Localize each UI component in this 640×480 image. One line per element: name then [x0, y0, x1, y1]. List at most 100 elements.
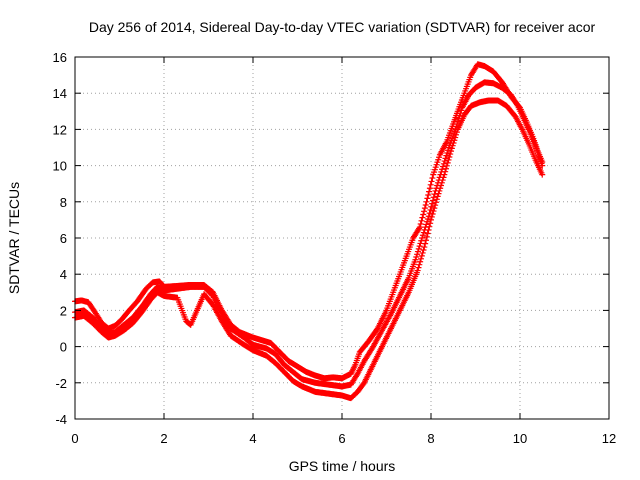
- data-point: [415, 264, 422, 271]
- data-point: [429, 211, 436, 218]
- data-point: [450, 139, 457, 146]
- data-point: [443, 152, 450, 159]
- y-tick-label: 2: [60, 303, 67, 318]
- data-point: [430, 208, 437, 215]
- data-point: [416, 243, 423, 250]
- data-point: [424, 230, 431, 237]
- data-point: [429, 200, 436, 207]
- data-point: [436, 187, 443, 194]
- data-point: [452, 134, 459, 141]
- data-point: [427, 220, 434, 227]
- data-point: [424, 218, 431, 225]
- data-point: [422, 201, 429, 208]
- data-point: [451, 137, 458, 144]
- data-point: [421, 244, 428, 251]
- data-point: [444, 147, 451, 154]
- y-tick-label: 12: [53, 122, 67, 137]
- data-point: [439, 177, 446, 184]
- data-point: [437, 185, 444, 192]
- data-point: [440, 160, 447, 167]
- data-point: [414, 267, 421, 274]
- data-point: [432, 202, 439, 209]
- chart-title: Day 256 of 2014, Sidereal Day-to-day VTE…: [89, 19, 596, 35]
- data-point: [442, 168, 449, 175]
- data-point: [416, 261, 423, 268]
- data-point: [425, 192, 432, 199]
- data-point: [428, 216, 434, 223]
- data-point: [423, 198, 430, 205]
- x-tick-label: 4: [249, 431, 256, 446]
- data-point: [421, 208, 428, 215]
- data-point: [445, 156, 452, 163]
- x-tick-label: 10: [513, 431, 527, 446]
- y-tick-label: -2: [55, 376, 67, 391]
- data-point: [419, 232, 426, 239]
- x-tick-label: 12: [602, 431, 616, 446]
- data-point: [418, 252, 425, 259]
- data-point: [423, 221, 430, 228]
- data-point: [439, 163, 446, 170]
- data-point: [414, 251, 421, 258]
- data-point: [421, 205, 428, 212]
- data-point: [425, 227, 432, 234]
- data-point: [424, 195, 431, 202]
- data-point: [433, 199, 440, 206]
- y-tick-label: 0: [60, 340, 67, 355]
- data-point: [428, 178, 435, 185]
- grid-lines: [75, 57, 609, 419]
- data-point: [448, 148, 455, 155]
- data-point: [418, 217, 425, 224]
- data-point: [443, 165, 450, 172]
- x-tick-label: 6: [338, 431, 345, 446]
- data-point: [443, 162, 450, 169]
- data-point: [419, 214, 426, 221]
- data-point: [422, 240, 429, 247]
- data-point: [444, 159, 451, 166]
- data-point: [453, 129, 460, 136]
- data-point: [456, 112, 463, 119]
- data-point: [444, 149, 451, 156]
- series-curve-c: [72, 97, 546, 402]
- data-point: [447, 151, 454, 158]
- data-point: [438, 182, 445, 189]
- data-point: [426, 185, 433, 192]
- data-point: [420, 211, 427, 218]
- data-point: [420, 246, 427, 253]
- data-point: [442, 155, 449, 162]
- y-tick-label: -4: [55, 412, 67, 427]
- data-point: [539, 171, 546, 178]
- data-point: [414, 248, 421, 255]
- data-point: [419, 235, 426, 241]
- data-point: [417, 258, 424, 265]
- data-point: [429, 175, 436, 182]
- y-tick-label: 16: [53, 50, 67, 65]
- data-point: [438, 179, 445, 186]
- series-curve-a: [72, 61, 546, 382]
- data-point: [434, 193, 441, 200]
- data-point: [428, 213, 435, 220]
- axis-ticks: 0 2 4 6 8 10 12 -4 -2 0 2 4 6 8 10 12 14 16: [53, 50, 617, 446]
- data-point: [426, 210, 433, 217]
- data-point: [446, 154, 453, 161]
- data-point: [424, 215, 431, 222]
- y-tick-label: 6: [60, 231, 67, 246]
- data-point: [422, 237, 429, 244]
- data-point: [458, 107, 465, 114]
- data-point: [513, 101, 520, 108]
- data-point: [427, 181, 434, 188]
- data-point: [441, 158, 448, 165]
- data-point: [453, 131, 460, 138]
- data-point: [430, 194, 437, 201]
- data-point: [417, 220, 424, 227]
- series-curve-b: [72, 79, 546, 390]
- x-tick-label: 8: [427, 431, 434, 446]
- data-point: [416, 225, 423, 232]
- data-point: [433, 196, 440, 203]
- data-point: [427, 206, 434, 213]
- data-point: [428, 203, 435, 210]
- data-point: [431, 205, 438, 212]
- data-point: [416, 224, 423, 231]
- data-point: [435, 190, 442, 197]
- data-point: [449, 142, 456, 149]
